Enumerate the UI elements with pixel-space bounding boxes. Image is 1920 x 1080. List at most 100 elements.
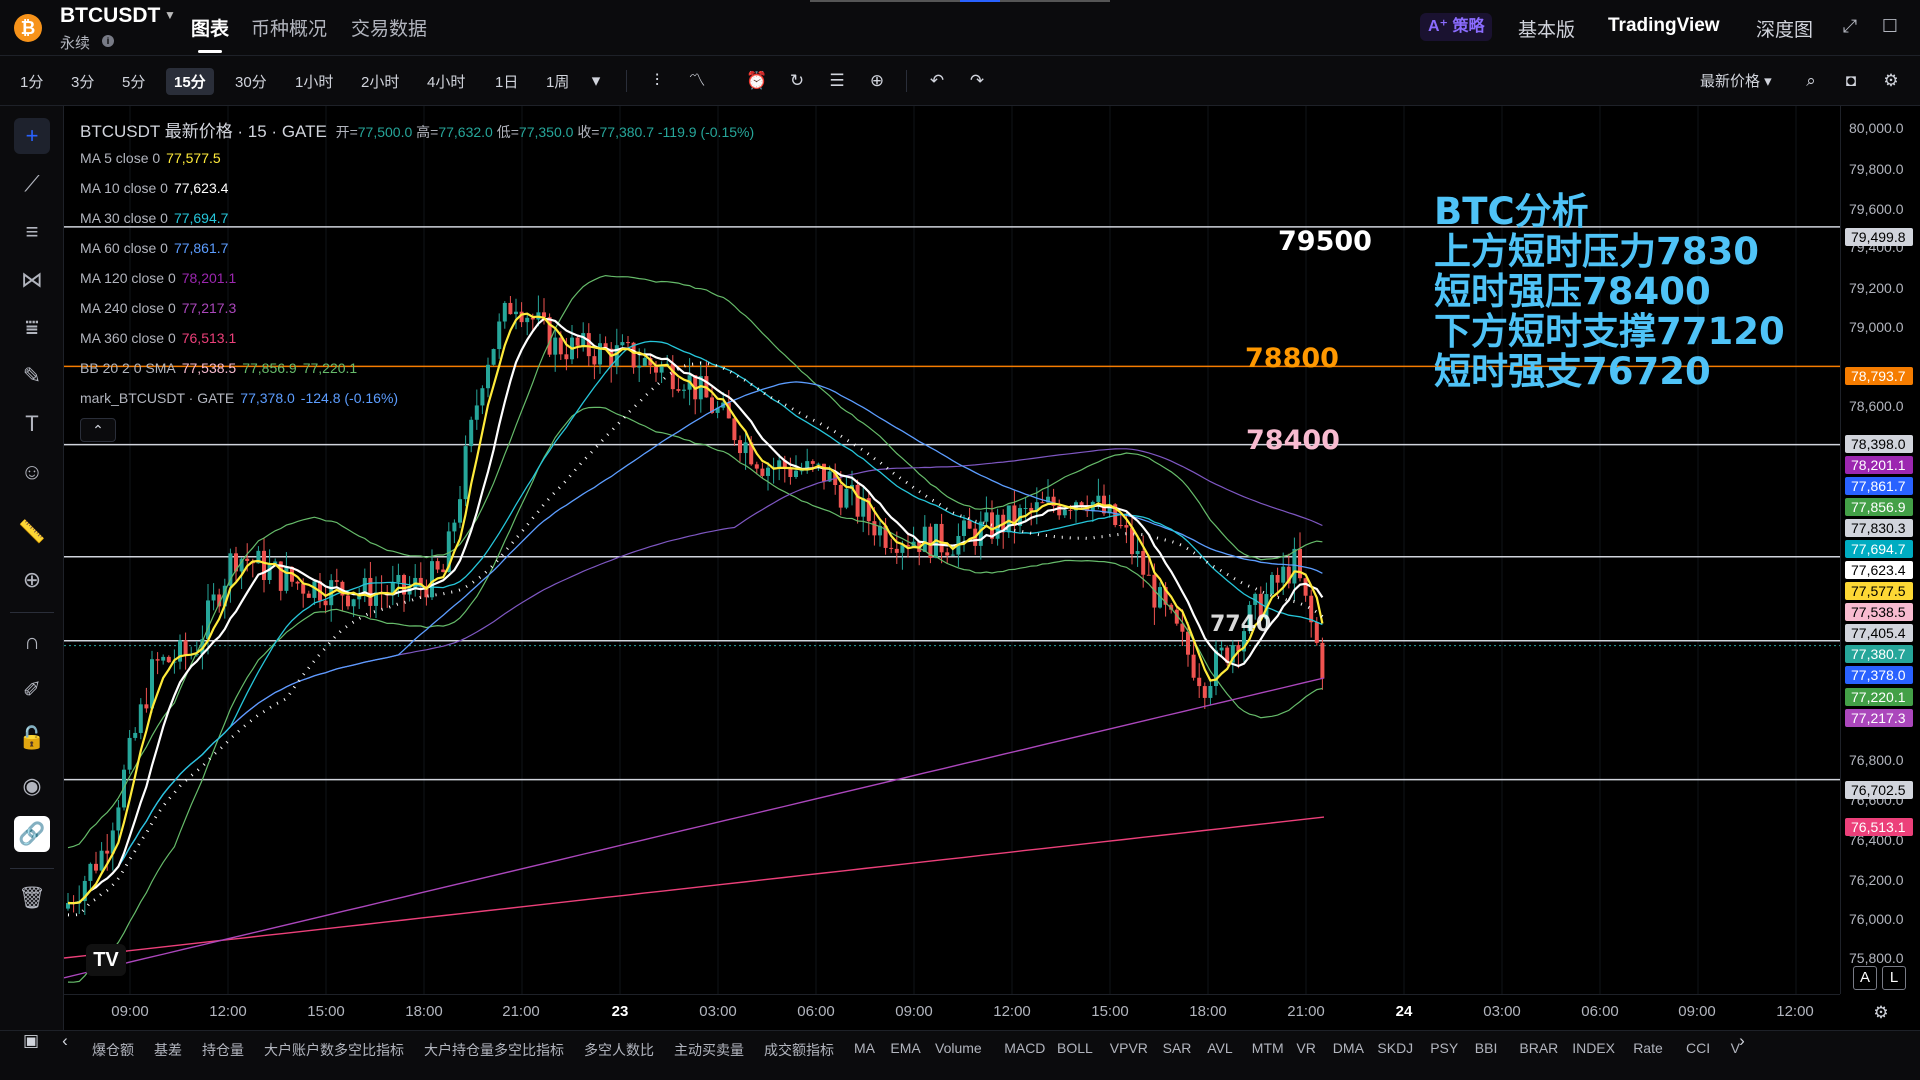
interval-2h[interactable]: 2小时: [361, 74, 400, 91]
price-chart-svg[interactable]: [63, 106, 1840, 994]
tab-depth-chart[interactable]: 深度图: [1756, 20, 1814, 41]
text-tool-icon[interactable]: T: [25, 411, 39, 436]
visibility-eye-icon[interactable]: ◉: [22, 773, 42, 798]
calendar-icon[interactable]: ▣: [22, 1031, 40, 1050]
price-type-select[interactable]: 最新价格 ▾: [1700, 73, 1772, 90]
camera-icon[interactable]: ◘: [1845, 71, 1857, 90]
indicator-shortcut[interactable]: BBI: [1474, 1040, 1498, 1056]
expand-icon[interactable]: ⤢: [1842, 16, 1858, 36]
indicator-shortcut[interactable]: MA: [854, 1040, 875, 1056]
link-icon[interactable]: 🔗: [14, 816, 50, 852]
candle-type-icon[interactable]: ⫶: [654, 71, 660, 90]
tab-tradingview[interactable]: TradingView: [1608, 15, 1720, 36]
interval-3m[interactable]: 3分: [71, 74, 95, 91]
symbol-selector[interactable]: BTCUSDT: [60, 4, 161, 27]
interval-5m[interactable]: 5分: [122, 74, 146, 91]
interval-15m[interactable]: 15分: [166, 68, 214, 95]
indicator-legend-row[interactable]: MA 30 close 0 77,694.7: [80, 210, 228, 226]
indicator-shortcut[interactable]: MACD: [1004, 1040, 1046, 1056]
level-label-79500[interactable]: 79500: [1278, 226, 1372, 257]
indicator-legend-row[interactable]: MA 240 close 0 77,217.3: [80, 300, 236, 316]
indicator-shortcut[interactable]: SKDJ: [1377, 1040, 1414, 1056]
zoom-in-icon[interactable]: ⊕: [22, 567, 42, 592]
indicator-shortcut[interactable]: SAR: [1162, 1040, 1192, 1056]
indicator-shortcut[interactable]: AVL: [1207, 1040, 1233, 1056]
ruler-icon[interactable]: 📏: [18, 519, 46, 544]
analysis-annotation[interactable]: BTC分析 上方短时压力7830 短时强压78400 下方短时支撑77120 短…: [1434, 192, 1785, 392]
info-icon[interactable]: i: [102, 35, 114, 47]
indicator-legend-row[interactable]: mark_BTCUSDT · GATE 77,378.0 -124.8 (-0.16…: [80, 390, 398, 406]
scroll-right-icon[interactable]: ›: [1739, 1031, 1745, 1050]
indicator-shortcut[interactable]: 大户持仓量多空比指标: [424, 1042, 564, 1058]
log-scale-button[interactable]: L: [1882, 966, 1906, 990]
settings-gear-icon[interactable]: ⚙: [1883, 71, 1899, 90]
chart-canvas[interactable]: [63, 106, 1840, 994]
interval-dropdown-icon[interactable]: ▾: [591, 71, 601, 90]
trash-icon[interactable]: 🗑: [18, 885, 46, 910]
fib-icon[interactable]: ⩸: [25, 315, 39, 340]
indicator-shortcut[interactable]: 基差: [154, 1042, 182, 1058]
tab-basic[interactable]: 基本版: [1518, 20, 1576, 41]
indicator-legend-row[interactable]: MA 120 close 0 78,201.1: [80, 270, 236, 286]
indicator-shortcut[interactable]: PSY: [1430, 1040, 1459, 1056]
level-label-78800[interactable]: 78800: [1245, 343, 1339, 374]
interval-1d[interactable]: 1日: [495, 74, 519, 91]
indicator-shortcut[interactable]: CCI: [1686, 1040, 1711, 1056]
interval-1h[interactable]: 1小时: [295, 74, 334, 91]
indicator-legend-row[interactable]: MA 60 close 0 77,861.7: [80, 240, 228, 256]
indicator-shortcut[interactable]: 主动买卖量: [674, 1042, 744, 1058]
interval-1m[interactable]: 1分: [20, 74, 44, 91]
replay-icon[interactable]: ↻: [789, 71, 805, 90]
lock-icon[interactable]: 🔓: [18, 725, 46, 750]
tab-chart[interactable]: 图表: [191, 19, 230, 40]
tab-trading-data[interactable]: 交易数据: [351, 19, 428, 40]
interval-1w[interactable]: 1周: [546, 74, 570, 91]
indicator-shortcut[interactable]: 爆仓额: [92, 1042, 134, 1058]
indicators-icon[interactable]: 〽: [688, 71, 706, 90]
horizontal-lines-icon[interactable]: ≡: [25, 219, 39, 244]
emoji-icon[interactable]: ☺: [20, 459, 44, 484]
scroll-left-icon[interactable]: ‹: [62, 1031, 68, 1050]
indicator-legend-row[interactable]: BB 20 2 0 SMA 77,538.5 77,856.9 77,220.1: [80, 360, 357, 376]
indicator-shortcut[interactable]: 成交额指标: [764, 1042, 834, 1058]
indicator-shortcut[interactable]: INDEX: [1572, 1040, 1615, 1056]
time-axis-settings-icon[interactable]: ⚙: [1873, 1003, 1889, 1022]
indicator-shortcut[interactable]: 持仓量: [202, 1042, 244, 1058]
magnet-icon[interactable]: ∩: [24, 629, 40, 654]
search-icon[interactable]: ⌕: [1806, 71, 1816, 90]
indicator-shortcut[interactable]: BOLL: [1057, 1040, 1093, 1056]
symbol-caret-icon[interactable]: ▼: [164, 8, 176, 22]
indicator-legend-row[interactable]: MA 5 close 0 77,577.5: [80, 150, 221, 166]
price-axis[interactable]: 80,000.0 79,800.0 79,600.0 79,400.0 79,200.0…: [1840, 106, 1920, 994]
redo-icon[interactable]: ↷: [969, 71, 985, 90]
indicator-shortcut[interactable]: VR: [1296, 1040, 1316, 1056]
collapse-legend-button[interactable]: ⌃: [80, 418, 116, 442]
indicator-shortcut[interactable]: 多空人数比: [584, 1042, 654, 1058]
level-label-78400[interactable]: 78400: [1246, 425, 1340, 456]
add-icon[interactable]: ⊕: [869, 71, 885, 90]
interval-30m[interactable]: 30分: [235, 74, 267, 91]
lock-drawing-icon[interactable]: ✐: [22, 677, 42, 702]
pattern-icon[interactable]: ⋈: [21, 267, 43, 292]
auto-scale-button[interactable]: A: [1853, 966, 1877, 990]
indicator-shortcut[interactable]: Volume: [935, 1040, 982, 1056]
indicator-shortcut[interactable]: MTM: [1251, 1040, 1284, 1056]
crosshair-icon[interactable]: +: [14, 118, 50, 154]
time-axis[interactable]: 09:00 12:00 15:00 18:00 21:00 23 03:00 06:00 09:…: [64, 994, 1840, 1030]
inchart-price-label[interactable]: 7740: [1210, 612, 1272, 637]
undo-icon[interactable]: ↶: [929, 71, 945, 90]
template-icon[interactable]: ☰: [829, 71, 845, 90]
fullscreen-icon[interactable]: ☐: [1881, 16, 1899, 36]
indicator-legend-row[interactable]: MA 360 close 0 76,513.1: [80, 330, 236, 346]
indicator-shortcut[interactable]: EMA: [890, 1040, 921, 1056]
indicator-legend-row[interactable]: MA 10 close 0 77,623.4: [80, 180, 228, 196]
interval-4h[interactable]: 4小时: [427, 74, 466, 91]
indicator-shortcut[interactable]: V: [1730, 1040, 1740, 1056]
ai-strategy-button[interactable]: A⁺ 策略: [1420, 13, 1493, 41]
indicator-shortcut[interactable]: 大户账户数多空比指标: [264, 1042, 404, 1058]
trend-line-icon[interactable]: ⟋: [24, 171, 40, 196]
tab-coin-overview[interactable]: 币种概况: [251, 19, 328, 40]
alert-icon[interactable]: ⏰: [746, 71, 768, 90]
brush-icon[interactable]: ✎: [22, 363, 42, 388]
indicator-shortcut[interactable]: DMA: [1332, 1040, 1364, 1056]
